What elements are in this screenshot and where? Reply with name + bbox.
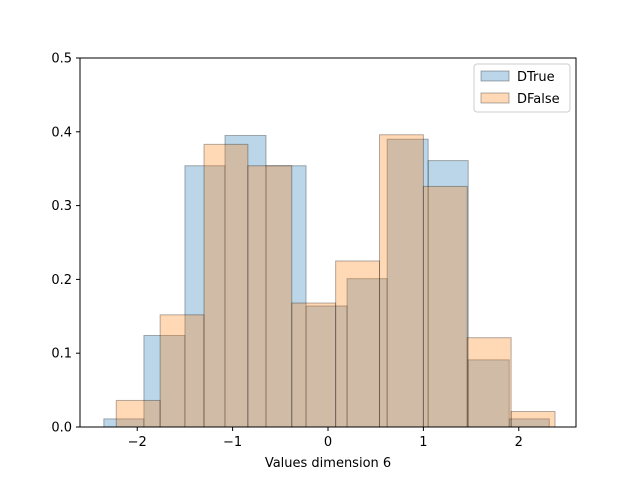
dfalse-bar	[466, 337, 512, 428]
legend-box	[473, 63, 571, 113]
dfalse-legend-label: DFalse	[517, 92, 560, 107]
dfalse-bar	[422, 185, 468, 428]
dfalse-bar	[159, 314, 205, 428]
x-tick-label: 1	[419, 435, 427, 450]
dfalse-bar	[379, 134, 424, 428]
y-tick-label: 0.1	[51, 347, 72, 362]
dtrue-legend-label: DTrue	[517, 70, 555, 85]
x-axis-title: Values dimension 6	[265, 456, 391, 471]
x-axis: −2 −1 0 1 2	[128, 427, 523, 450]
dfalse-bar	[115, 399, 161, 428]
y-tick-label: 0.5	[51, 52, 72, 67]
y-tick-label: 0.0	[51, 421, 72, 436]
bars-layer	[103, 134, 556, 428]
x-tick-label: −1	[223, 435, 242, 450]
dfalse-bar	[335, 260, 381, 428]
dtrue-legend-swatch	[480, 70, 510, 82]
dfalse-bar	[203, 143, 249, 428]
dtrue-bar	[427, 160, 469, 428]
x-tick-label: 0	[324, 435, 332, 450]
x-tick-label: 2	[515, 435, 523, 450]
y-tick-label: 0.4	[51, 125, 72, 140]
dtrue-bar	[467, 359, 510, 428]
dfalse-bar	[247, 165, 293, 428]
y-tick-label: 0.3	[51, 199, 72, 214]
dtrue-bar	[143, 334, 186, 428]
dfalse-bar	[510, 411, 556, 428]
dfalse-bar	[291, 302, 337, 428]
legend: DTrue DFalse	[473, 63, 571, 113]
y-axis: 0.0 0.1 0.2 0.3 0.4 0.5	[51, 52, 80, 436]
dtrue-bar	[386, 138, 429, 428]
dtrue-bar	[184, 165, 226, 428]
dfalse-legend-swatch	[480, 92, 510, 104]
x-tick-label: −2	[128, 435, 147, 450]
y-tick-label: 0.2	[51, 273, 72, 288]
